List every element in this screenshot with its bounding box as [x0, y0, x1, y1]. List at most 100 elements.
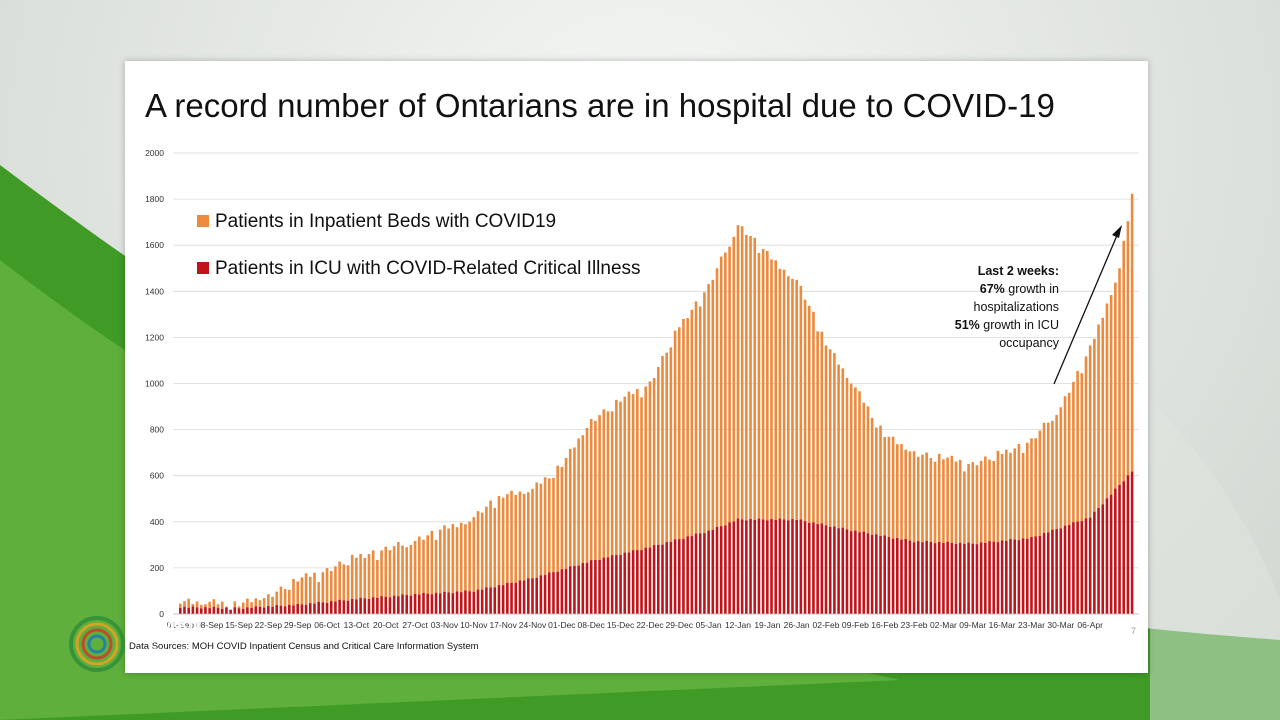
bar-icu [397, 596, 400, 614]
bar-icu [405, 595, 409, 614]
bar-inpatient [564, 457, 568, 569]
y-tick-label: 2000 [145, 148, 164, 158]
bar-inpatient [543, 477, 547, 576]
bar-icu [698, 533, 702, 614]
bar-inpatient [598, 415, 601, 560]
bar-inpatient [988, 459, 991, 542]
x-tick-label: 06-Apr [1077, 620, 1103, 630]
y-tick-label: 1200 [145, 332, 164, 342]
bar-inpatient [992, 461, 996, 542]
bar-icu [388, 597, 392, 614]
bar-icu [703, 533, 706, 614]
bar-icu [304, 604, 308, 614]
bar-inpatient [841, 368, 845, 528]
bar-inpatient [602, 409, 606, 558]
bar-inpatient [1017, 443, 1021, 541]
bar-inpatient [1013, 448, 1017, 540]
bar-inpatient [1055, 414, 1058, 530]
bar-icu [1021, 538, 1025, 614]
bar-icu [967, 542, 970, 614]
bar-inpatient [623, 396, 627, 553]
bar-inpatient [527, 492, 530, 579]
bar-inpatient [900, 444, 903, 540]
y-tick-label: 200 [150, 563, 164, 573]
bar-inpatient [216, 604, 220, 608]
bar-inpatient [1105, 303, 1109, 499]
x-tick-label: 15-Dec [607, 620, 635, 630]
bar-inpatient [665, 352, 668, 543]
bar-inpatient [250, 602, 253, 608]
bar-icu [833, 526, 836, 614]
bar-inpatient [828, 349, 832, 528]
bar-inpatient [468, 521, 471, 592]
x-tick-label: 09-Feb [842, 620, 869, 630]
bar-inpatient [908, 451, 912, 541]
bar-inpatient [1059, 407, 1063, 529]
data-source-note: Data Sources: MOH COVID Inpatient Census… [129, 641, 479, 652]
bar-inpatient [610, 411, 614, 556]
bar-icu [661, 544, 664, 614]
bar-icu [506, 582, 509, 614]
x-tick-label: 19-Jan [754, 620, 780, 630]
bar-inpatient [1030, 438, 1033, 538]
bar-inpatient [946, 457, 949, 542]
bar-inpatient [1046, 422, 1050, 533]
bar-icu [250, 607, 253, 614]
bar-inpatient [267, 594, 270, 607]
bar-inpatient [661, 356, 664, 545]
bar-inpatient [1084, 356, 1088, 519]
bar-icu [782, 519, 786, 614]
bar-inpatient [1126, 221, 1130, 476]
bar-icu [824, 525, 828, 614]
bar-icu [740, 519, 744, 614]
omni-logo-subtext: NEWS [137, 645, 192, 664]
bar-icu [988, 541, 991, 614]
bar-inpatient [879, 425, 882, 536]
legend-label-icu: Patients in ICU with COVID-Related Criti… [215, 258, 641, 279]
bar-icu [665, 542, 668, 614]
omni-logo-text: OMNI [136, 615, 203, 642]
bar-icu [786, 520, 790, 614]
bar-inpatient [547, 478, 551, 573]
bar-inpatient [1109, 294, 1113, 495]
bar-inpatient [627, 391, 631, 553]
bar-inpatient [761, 249, 765, 520]
bar-icu [472, 591, 476, 614]
bar-icu [606, 557, 610, 614]
bar-inpatient [480, 512, 484, 590]
bar-icu [745, 520, 748, 614]
bar-icu [283, 606, 287, 614]
bar-inpatient [573, 447, 576, 566]
bar-icu [774, 519, 778, 614]
bar-icu [422, 592, 425, 614]
bar-inpatient [757, 253, 761, 519]
bar-inpatient [363, 557, 367, 599]
x-tick-label: 24-Nov [519, 620, 547, 630]
bar-inpatient [854, 387, 857, 531]
bar-inpatient [493, 507, 497, 588]
bar-inpatient [447, 528, 450, 593]
bar-icu [1084, 518, 1088, 614]
annotation-heading: Last 2 weeks: [977, 264, 1059, 278]
bar-icu [447, 592, 450, 614]
chart-annotation: Last 2 weeks: 67% growth in hospitalizat… [955, 262, 1059, 352]
bar-inpatient [233, 601, 237, 608]
bar-inpatient [636, 389, 639, 551]
bar-icu [459, 592, 463, 614]
bar-inpatient [535, 482, 539, 578]
bar-icu [271, 606, 274, 614]
bar-inpatient [179, 603, 182, 609]
bar-inpatient [522, 493, 526, 581]
bar-icu [858, 532, 861, 614]
bar-inpatient [485, 506, 488, 588]
bar-inpatient [459, 522, 463, 593]
x-tick-label: 29-Dec [666, 620, 694, 630]
bar-icu [476, 589, 480, 614]
bar-icu [761, 519, 765, 614]
bar-icu [547, 572, 551, 614]
x-tick-label: 08-Dec [578, 620, 606, 630]
bar-icu [828, 527, 832, 614]
bar-inpatient [589, 418, 593, 561]
annotation-line4: occupancy [999, 336, 1059, 350]
bar-inpatient [694, 301, 698, 534]
